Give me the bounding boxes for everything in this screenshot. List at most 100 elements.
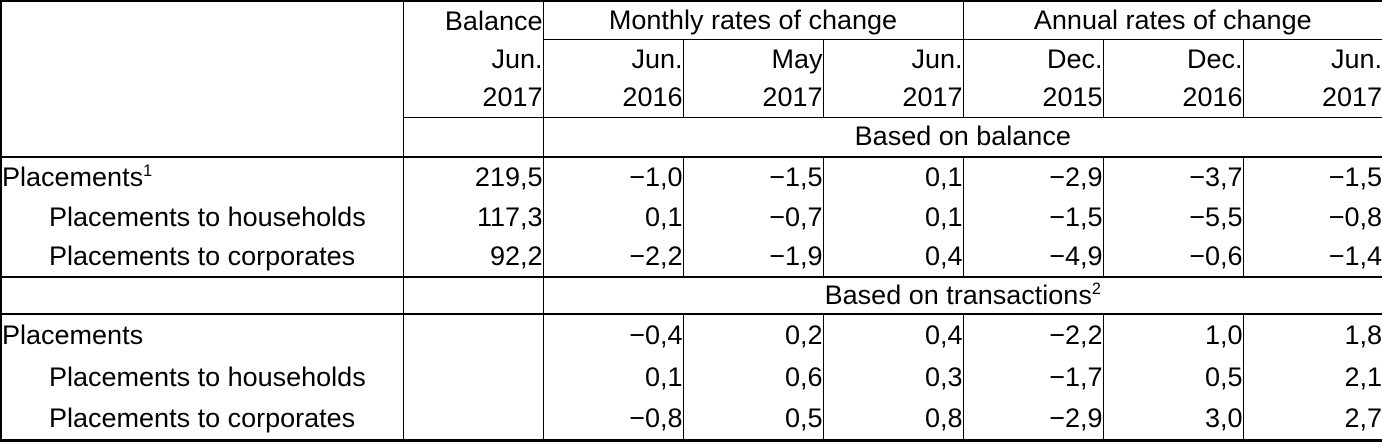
rate-value: −0,8 [542, 398, 684, 440]
year-label: 2015 [1042, 82, 1103, 112]
row-label-text: Placements to corporates [49, 402, 356, 433]
row-label: Placements to households [0, 356, 404, 398]
row-label: Placements to households [0, 197, 404, 237]
column-header-may-2017: May 2017 [682, 39, 824, 118]
annual-rates-group-header: Annual rates of change [962, 1, 1382, 40]
rate-value: −3,7 [1102, 157, 1244, 197]
rate-value: −2,9 [962, 157, 1104, 197]
rate-value: −1,5 [682, 157, 824, 197]
row-label: Placements to corporates [0, 237, 404, 278]
balance-value: 219,5 [402, 157, 544, 197]
rate-value: 0,2 [682, 314, 824, 356]
year-label: 2017 [1321, 82, 1382, 112]
rate-value: −1,4 [1242, 237, 1382, 278]
rate-value: −1,9 [682, 237, 824, 278]
month-label: Jun. [911, 44, 963, 74]
rate-value: 0,1 [822, 197, 964, 237]
year-label: 2017 [762, 82, 823, 112]
monthly-rates-group-header: Monthly rates of change [542, 1, 964, 40]
rate-value: −0,4 [542, 314, 684, 356]
rate-value: 0,1 [542, 197, 684, 237]
header-group-row: Balance Jun. 2017 Monthly rates of chang… [0, 1, 1382, 158]
table-row-households-transactions: Placements to households 0,1 0,6 0,3 −1,… [0, 356, 1382, 398]
balance-value [402, 356, 544, 398]
balance-header-month: Jun. [491, 44, 543, 74]
section-row-based-on-balance: Based on balance [1, 117, 1382, 158]
empty-cell [402, 277, 544, 315]
column-header-jun-2017-monthly: Jun. 2017 [822, 39, 964, 118]
month-label: Dec. [1046, 44, 1103, 74]
column-header-dec-2016: Dec. 2016 [1102, 39, 1244, 118]
rate-value: 0,1 [542, 356, 684, 398]
rate-value: 0,3 [822, 356, 964, 398]
table-row-placements-transactions: Placements −0,4 0,2 0,4 −2,2 1,0 1,8 [0, 314, 1382, 356]
column-header-jun-2016: Jun. 2016 [542, 39, 684, 118]
year-label: 2016 [1182, 82, 1243, 112]
corner-cell [0, 1, 404, 158]
row-label: Placements to corporates [0, 398, 404, 440]
empty-cell [0, 277, 404, 315]
month-label: May [771, 44, 823, 74]
rate-value: −2,9 [962, 398, 1104, 440]
section-title-based-on-balance: Based on balance [542, 117, 1382, 158]
balance-value: 117,3 [402, 197, 544, 237]
month-label: Jun. [1330, 44, 1382, 74]
rate-value: −1,0 [542, 157, 684, 197]
balance-header-word: Balance [444, 6, 543, 36]
rate-value: 0,4 [822, 314, 964, 356]
year-label: 2016 [622, 82, 683, 112]
row-label: Placements [0, 314, 404, 356]
rate-value: 0,1 [822, 157, 964, 197]
rate-value: −2,2 [542, 237, 684, 278]
section-title-text: Based on transactions [824, 280, 1092, 310]
balance-header-year: 2017 [482, 82, 543, 112]
section-title-based-on-transactions: Based on transactions2 [542, 277, 1382, 315]
rate-value: −0,6 [1102, 237, 1244, 278]
column-header-jun-2017-annual: Jun. 2017 [1242, 39, 1382, 118]
rate-value: 2,1 [1242, 356, 1382, 398]
rate-value: −5,5 [1102, 197, 1244, 237]
rate-value: −4,9 [962, 237, 1104, 278]
section-title-footnote: 2 [1091, 280, 1101, 298]
table-row-corporates-transactions: Placements to corporates −0,8 0,5 0,8 −2… [0, 398, 1382, 440]
section-title-text: Based on balance [854, 121, 1071, 152]
rate-value: −1,5 [1242, 157, 1382, 197]
row-label-footnote: 1 [143, 162, 153, 180]
rate-value: 0,4 [822, 237, 964, 278]
rate-value: 0,5 [682, 398, 824, 440]
rate-value: −1,7 [962, 356, 1104, 398]
row-label: Placements1 [0, 157, 404, 197]
month-label: Jun. [631, 44, 683, 74]
balance-value [402, 398, 544, 440]
row-label-text: Placements [2, 320, 144, 350]
month-label: Dec. [1186, 44, 1243, 74]
header-dates-row: Jun. 2016 May 2017 Jun. 2017 Dec. 2015 D… [1, 39, 1382, 118]
row-label-text: Placements to corporates [49, 241, 356, 271]
empty-cell [402, 117, 544, 158]
rate-value: 0,6 [682, 356, 824, 398]
rate-value: −0,7 [682, 197, 824, 237]
rate-value: 1,0 [1102, 314, 1244, 356]
balance-value: 92,2 [402, 237, 544, 278]
balance-column-header: Balance Jun. 2017 [402, 1, 544, 118]
column-header-dec-2015: Dec. 2015 [962, 39, 1104, 118]
rate-value: 0,8 [822, 398, 964, 440]
rate-value: 1,8 [1242, 314, 1382, 356]
rate-value: 0,5 [1102, 356, 1244, 398]
rate-value: 2,7 [1242, 398, 1382, 440]
table-row-households-balance: Placements to households 117,3 0,1 −0,7 … [0, 197, 1382, 237]
rate-value: −2,2 [962, 314, 1104, 356]
row-label-text: Placements to households [49, 201, 366, 232]
rate-value: 3,0 [1102, 398, 1244, 440]
section-row-based-on-transactions: Based on transactions2 [0, 277, 1382, 315]
table-row-corporates-balance: Placements to corporates 92,2 −2,2 −1,9 … [0, 237, 1382, 278]
row-label-text: Placements [2, 162, 144, 192]
balance-value [402, 314, 544, 356]
rate-value: −0,8 [1242, 197, 1382, 237]
rate-value: −1,5 [962, 197, 1104, 237]
year-label: 2017 [902, 82, 963, 112]
row-label-text: Placements to households [49, 361, 366, 392]
table-row-placements-balance: Placements1 219,5 −1,0 −1,5 0,1 −2,9 −3,… [0, 157, 1382, 197]
